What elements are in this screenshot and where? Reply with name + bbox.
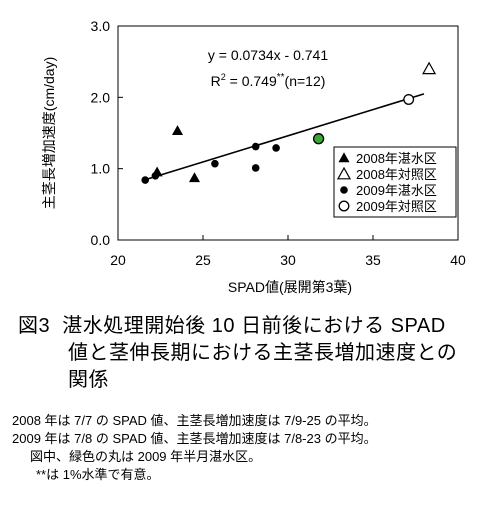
y-tick-label: 1.0	[91, 161, 111, 177]
x-tick-label: 40	[450, 252, 466, 268]
r2-prefix: R	[211, 73, 221, 89]
data-point	[403, 94, 415, 105]
r2-value: = 0.749	[226, 73, 277, 89]
caption-line-2: 値と茎伸長期における主茎長増加速度との	[68, 342, 458, 364]
regression-equation: y = 0.0734x - 0.741	[208, 47, 328, 63]
legend-label: 2009年対照区	[356, 199, 437, 214]
plot-area: 20 25 30 35 40 0.0 1.0 2.0 3.0	[91, 18, 466, 268]
data-point	[272, 144, 280, 152]
data-point	[422, 61, 437, 75]
r-squared-annotation: R2 = 0.749**(n=12)	[211, 72, 326, 89]
legend-marker	[340, 186, 348, 194]
note-line-2: 2009 年は 7/8 の SPAD 値、主茎長増加速度は 7/8-23 の平均…	[12, 431, 377, 446]
scatter-chart: 20 25 30 35 40 0.0 1.0 2.0 3.0 主茎長増加速度(cm/day) S…	[41, 18, 466, 295]
note-line-1: 2008 年は 7/7 の SPAD 値、主茎長増加速度は 7/9-25 の平均…	[12, 413, 377, 428]
legend-label: 2009年湛水区	[356, 183, 437, 198]
y-axis-label: 主茎長増加速度(cm/day)	[41, 57, 57, 209]
data-point	[188, 172, 201, 183]
r2-superscript: 2	[221, 72, 226, 82]
caption-line-1: 図3 湛水処理開始後 10 日前後における SPAD	[18, 313, 488, 340]
data-point	[171, 125, 184, 136]
y-tick-label: 3.0	[91, 18, 111, 34]
x-tick-label: 30	[280, 252, 296, 268]
x-tick-label: 20	[110, 252, 126, 268]
legend-marker	[336, 166, 352, 180]
regression-line	[143, 93, 425, 182]
data-point	[151, 172, 160, 180]
legend-label: 2008年湛水区	[356, 151, 437, 166]
legend-marker	[338, 152, 350, 163]
note-line-4: **は 1%水準で有意。	[36, 467, 160, 482]
figure-notes: 2008 年は 7/7 の SPAD 値、主茎長増加速度は 7/9-25 の平均…	[12, 412, 498, 484]
data-point	[211, 159, 219, 168]
caption-text-1: 湛水処理開始後 10 日前後における SPAD	[62, 315, 446, 337]
data-point	[251, 142, 260, 151]
note-line-3: 図中、緑色の丸は 2009 年半月湛水区。	[30, 449, 262, 464]
legend-label: 2008年対照区	[356, 167, 437, 182]
x-axis-label: SPAD値(展開第3葉)	[228, 279, 352, 295]
r2-significance: **	[277, 72, 285, 83]
y-tick-label: 2.0	[91, 89, 111, 105]
data-point	[141, 176, 149, 184]
x-tick-label: 35	[365, 252, 381, 268]
r2-sample-size: (n=12)	[285, 73, 326, 89]
highlight-point	[312, 133, 325, 145]
x-tick-label: 25	[195, 252, 211, 268]
y-tick-label: 0.0	[91, 232, 111, 248]
legend-marker	[338, 200, 350, 212]
figure-number: 図3	[18, 315, 51, 337]
legend-box	[333, 146, 457, 218]
figure-caption: 図3 湛水処理開始後 10 日前後における SPAD 値と茎伸長期における主茎長…	[18, 313, 488, 394]
caption-line-3: 関係	[68, 369, 109, 391]
data-point	[251, 164, 260, 172]
